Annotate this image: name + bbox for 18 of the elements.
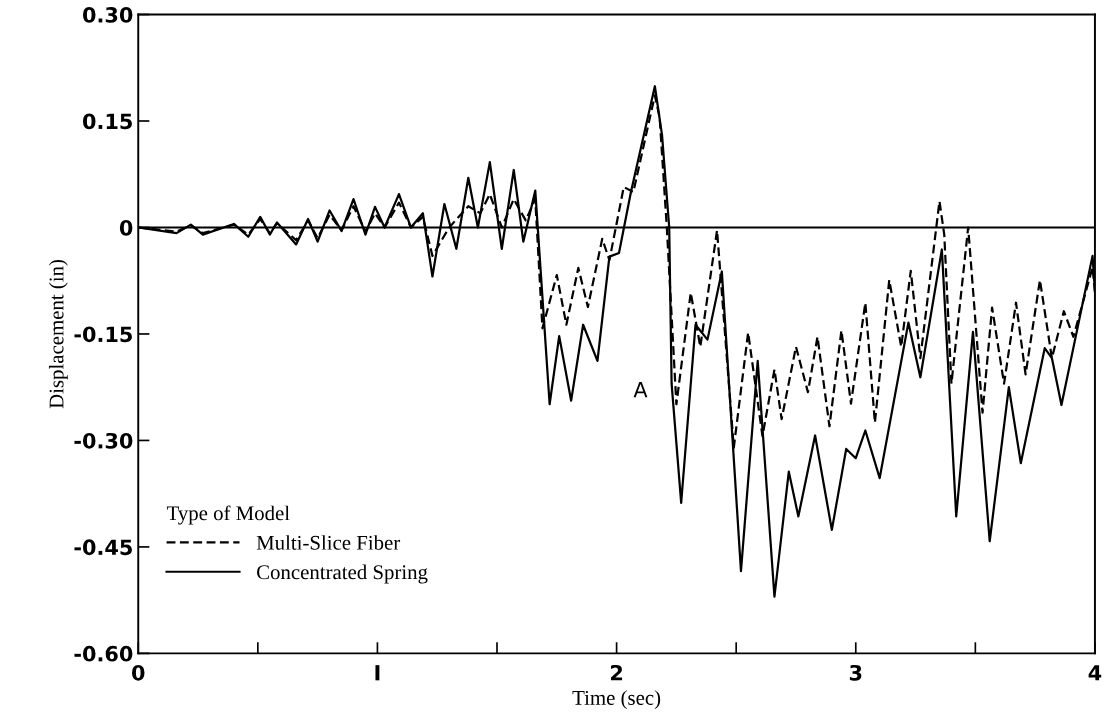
x-tick-label: 3 (849, 664, 862, 681)
x-tick-label: 0 (132, 664, 145, 681)
y-tick-label: 0 (119, 219, 133, 236)
x-tick-label: 2 (610, 664, 623, 681)
y-tick-label: -0.30 (74, 432, 133, 449)
x-tick-label: I (375, 665, 380, 681)
legend-label: Multi-Slice Fiber (256, 535, 401, 550)
legend-title: Type of Model (166, 505, 290, 525)
y-tick-label: 0.15 (82, 113, 132, 130)
y-tick-label: 0.30 (82, 6, 133, 23)
y-tick-label: -0.60 (74, 645, 133, 662)
x-axis-title: Time (sec) (572, 690, 661, 710)
x-tick-label: 4 (1088, 665, 1102, 681)
y-axis-title: Displacement (in) (48, 259, 68, 409)
y-tick-label: -0.15 (74, 326, 132, 343)
legend-label: Concentrated Spring (257, 564, 428, 584)
y-tick-label: -0.45 (74, 539, 132, 556)
annotation: A (633, 382, 648, 398)
